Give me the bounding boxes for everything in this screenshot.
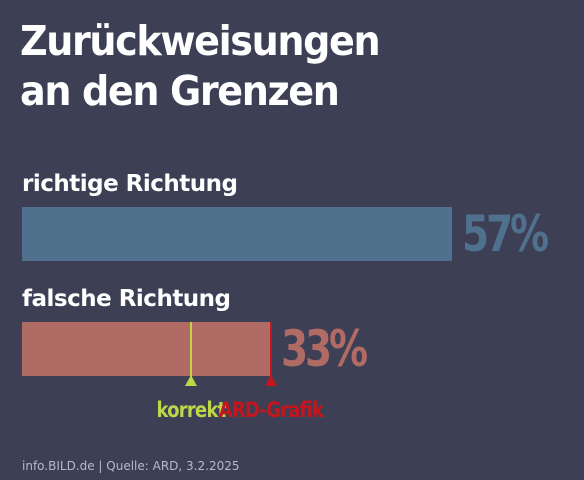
- chart-title-line-2: an den Grenzen: [20, 67, 340, 115]
- source-note: info.BILD.de | Quelle: ARD, 3.2.2025: [22, 459, 240, 473]
- marker-label-2: ARD-Grafik: [218, 398, 324, 422]
- marker-triangle-1: [185, 375, 198, 386]
- value-label-2: 33%: [280, 320, 368, 378]
- chart-title-line-1: Zurückweisungen: [20, 17, 381, 65]
- marker-label-1: korrekt: [156, 398, 227, 422]
- marker-line-1: [190, 322, 193, 378]
- chart-title: Zurückweisungen an den Grenzen: [20, 16, 381, 116]
- bar-label-2: falsche Richtung: [22, 286, 231, 312]
- marker-triangle-2: [264, 375, 277, 386]
- bar-1: [22, 207, 452, 261]
- bar-2: [22, 322, 271, 376]
- bar-label-1: richtige Richtung: [22, 171, 238, 197]
- value-label-1: 57%: [462, 205, 549, 263]
- marker-line-2: [269, 322, 272, 378]
